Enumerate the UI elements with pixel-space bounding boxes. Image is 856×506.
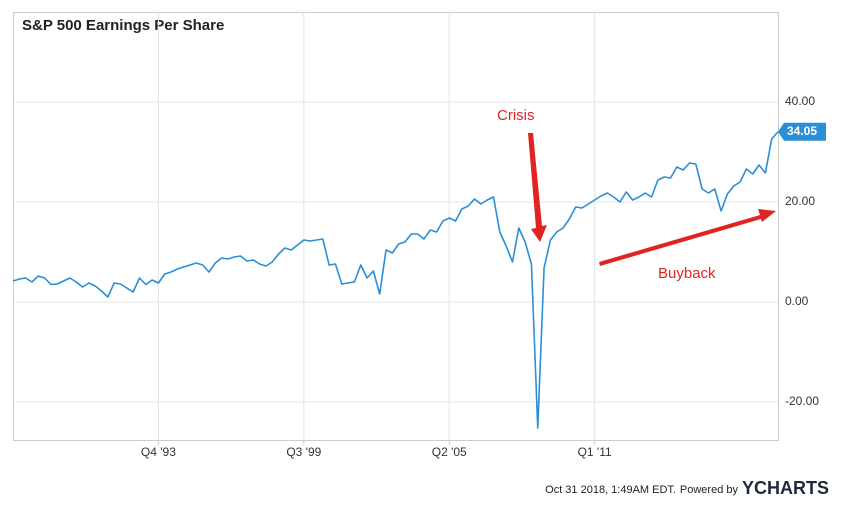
chart-title: S&P 500 Earnings Per Share: [22, 17, 224, 34]
x-tick-label: Q3 '99: [286, 445, 321, 459]
last-value-tag: [778, 122, 826, 141]
credit-timestamp: Oct 31 2018, 1:49AM EDT.: [545, 484, 676, 496]
marks: [12, 131, 779, 429]
annotation-arrow: [528, 133, 547, 242]
y-tick-label: -20.00: [785, 394, 819, 408]
brand-logo[interactable]: YCHARTS: [742, 478, 829, 498]
y-tick-label: 0.00: [785, 294, 809, 308]
y-tick-label: 20.00: [785, 194, 815, 208]
x-tick-label: Q4 '93: [141, 445, 176, 459]
plot-frame: [13, 12, 779, 441]
grid: [13, 12, 778, 440]
title-box: [14, 13, 229, 39]
x-tick-label: Q1 '11: [578, 445, 612, 459]
line-series: [12, 131, 779, 429]
last-value-label: 34.05: [787, 124, 817, 138]
y-tick-label: 40.00: [785, 94, 815, 108]
x-tick-label: Q2 '05: [432, 445, 467, 459]
annotation: Crisis: [497, 107, 535, 124]
annotation: Buyback: [658, 265, 716, 282]
credit-powered: Powered by: [680, 484, 739, 496]
annotation-arrow: [599, 209, 776, 266]
